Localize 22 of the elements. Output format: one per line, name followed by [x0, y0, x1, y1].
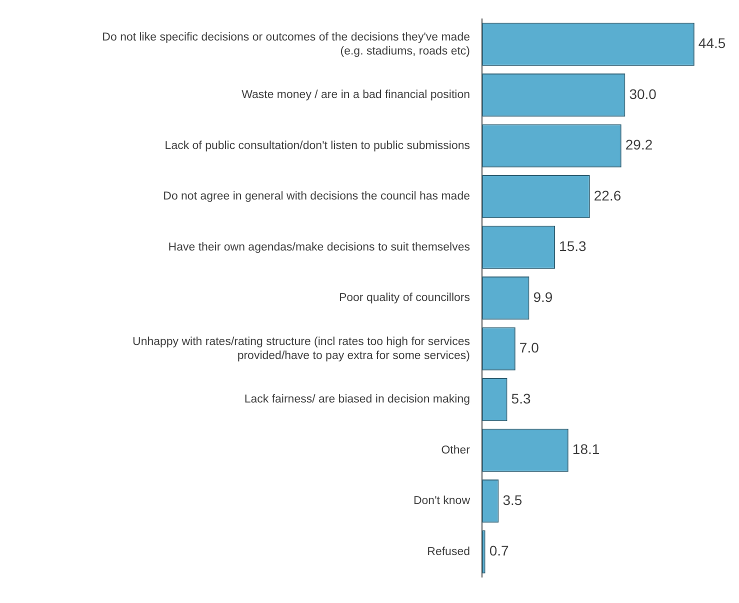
data-label: 3.5	[502, 492, 522, 508]
data-label: 44.5	[698, 35, 726, 52]
y-tick-label: Don't know	[413, 495, 471, 508]
y-tick-label: Other	[441, 444, 470, 456]
y-tick-label: Do not like specific decisions or outcomes of the decisions they've made (e.g. stadiums, roads etc)	[102, 32, 470, 58]
data-label: 29.2	[625, 136, 653, 153]
y-tick-label: Unhappy with rates/rating structure (incl rates too high for services provided/have to pay extra for some services)	[132, 336, 470, 362]
y-tick-label: Have their own agendas/make decisions to suit themselves	[168, 241, 470, 254]
data-label: 0.7	[489, 542, 510, 559]
data-label: 7.0	[519, 340, 540, 356]
data-label: 30.0	[629, 86, 657, 102]
data-label: 9.9	[533, 288, 553, 305]
y-tick-label: Lack fairness/ are biased in decision making	[244, 394, 470, 406]
data-label: 5.3	[511, 390, 531, 406]
y-tick-label: Lack of public consultation/don't listen to public submissions	[164, 140, 470, 152]
y-tick-label: Waste money / are in a bad financial position	[242, 89, 470, 102]
y-tick-label: Do not agree in general with decisions the council has made	[163, 190, 470, 203]
y-tick-label: Refused	[427, 546, 470, 558]
data-label: 18.1	[572, 441, 600, 458]
data-label: 22.6	[594, 187, 622, 204]
y-tick-label: Poor quality of councillors	[338, 292, 470, 304]
data-label: 15.3	[559, 238, 586, 254]
